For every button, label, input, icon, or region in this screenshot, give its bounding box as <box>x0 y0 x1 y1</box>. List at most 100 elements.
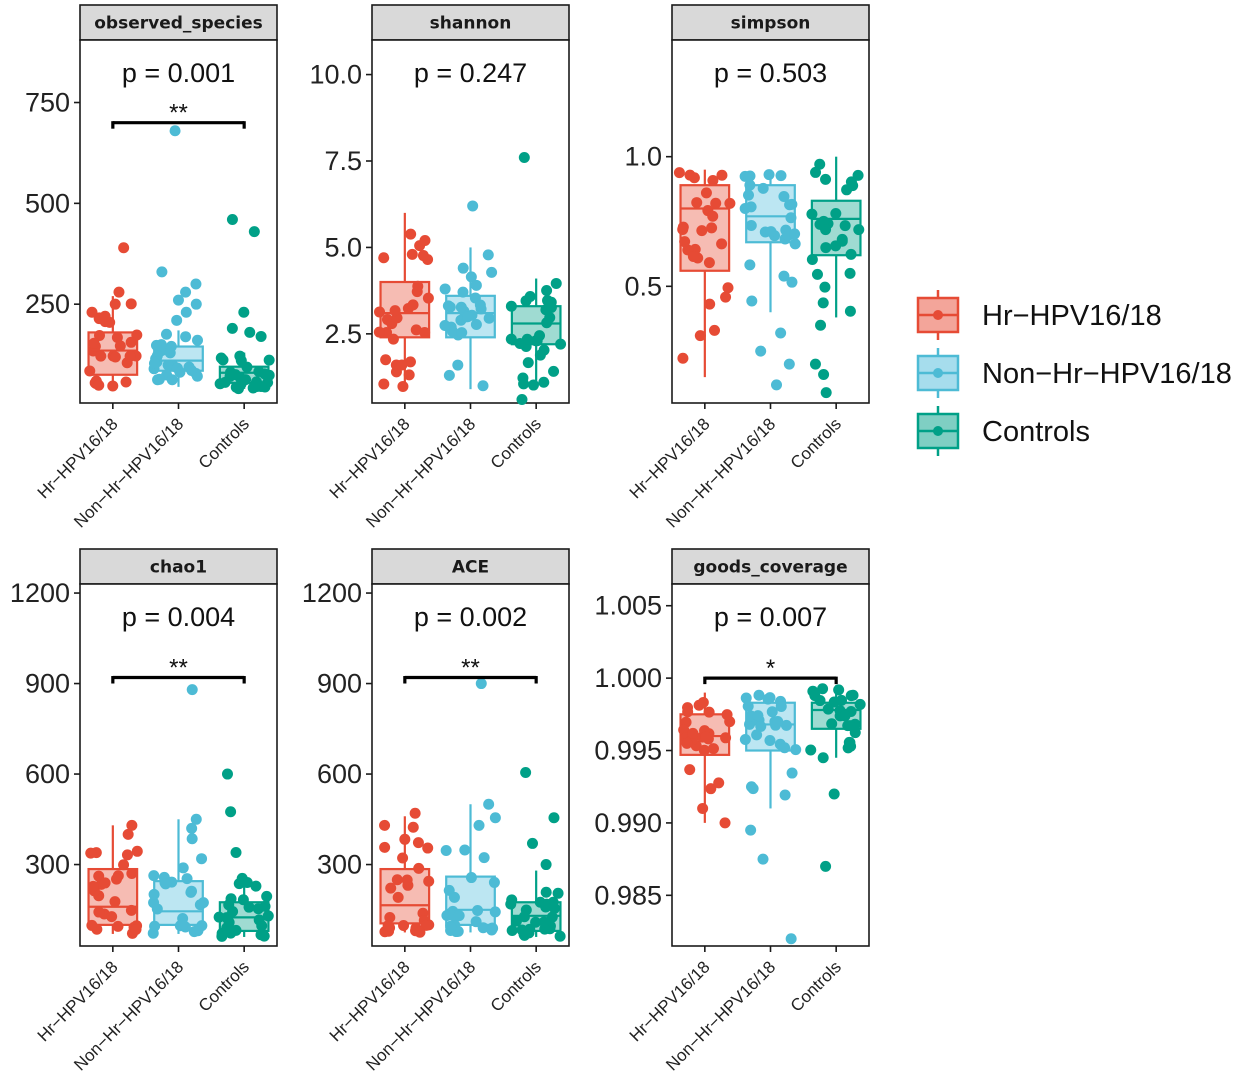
data-point <box>826 718 838 730</box>
data-point <box>114 340 126 352</box>
y-tick-label: 0.995 <box>594 736 662 766</box>
data-point <box>745 220 757 232</box>
data-point <box>775 700 787 712</box>
strip-background <box>79 548 278 585</box>
data-point-outlier <box>783 358 795 370</box>
data-point <box>518 378 530 390</box>
data-point <box>721 709 733 721</box>
data-point <box>482 249 494 261</box>
data-point-outlier <box>757 853 769 865</box>
data-point <box>751 729 763 741</box>
box-1 <box>739 689 802 945</box>
data-point <box>457 286 469 298</box>
data-point <box>453 910 465 922</box>
panel-ace: ACE3006009001200Hr−HPV16/18Non−Hr−HPV16/… <box>302 548 570 1074</box>
data-point <box>530 335 542 347</box>
data-point <box>716 238 728 250</box>
data-point <box>185 886 197 898</box>
data-point <box>681 737 693 749</box>
data-point-outlier <box>180 286 192 298</box>
data-point-outlier <box>99 310 111 322</box>
facet-panels: observed_species250500750Hr−HPV16/18Non−… <box>10 4 870 1074</box>
y-tick-label: 7.5 <box>324 146 362 176</box>
data-point <box>505 300 517 312</box>
data-point-outlier <box>396 359 408 371</box>
data-point <box>397 852 409 864</box>
data-point <box>550 277 562 289</box>
data-point <box>703 706 715 718</box>
legend-item-controls: Controls <box>916 406 1090 456</box>
data-point <box>753 689 765 701</box>
data-point-outlier <box>785 933 797 945</box>
data-point-outlier <box>817 752 829 764</box>
strip-label: goods_coverage <box>693 558 847 578</box>
data-point <box>722 282 734 294</box>
data-point <box>382 920 394 932</box>
y-tick-label: 900 <box>317 669 362 699</box>
data-point-outlier <box>122 828 134 840</box>
data-point <box>779 789 791 801</box>
data-point-outlier <box>538 376 550 388</box>
data-point <box>378 378 390 390</box>
data-point <box>407 821 419 833</box>
data-point <box>488 876 500 888</box>
data-point <box>111 873 123 885</box>
x-tick-label: Non−Hr−HPV16/18 <box>662 414 779 531</box>
data-point <box>446 325 458 337</box>
data-point <box>757 182 769 194</box>
data-point <box>177 862 189 874</box>
data-point <box>786 767 798 779</box>
data-point <box>778 191 790 203</box>
box-2 <box>806 156 865 399</box>
data-point-outlier <box>186 822 198 834</box>
data-point <box>130 923 142 935</box>
data-point <box>844 305 856 317</box>
data-point <box>465 872 477 884</box>
y-tick-label: 0.990 <box>594 808 662 838</box>
data-point <box>148 870 160 882</box>
x-tick-label: Controls <box>195 957 253 1015</box>
legend-item-non-hr-hpv: Non−Hr−HPV16/18 <box>916 348 1232 398</box>
p-value-label: p = 0.247 <box>414 58 527 88</box>
data-point-outlier <box>238 306 250 318</box>
data-point-outlier <box>771 379 783 391</box>
box-1 <box>739 169 801 391</box>
data-point-outlier <box>190 813 202 825</box>
p-value-label: p = 0.004 <box>122 602 235 632</box>
data-point <box>456 327 468 339</box>
data-point-outlier <box>473 819 485 831</box>
data-point <box>373 326 385 338</box>
box-2 <box>505 767 566 942</box>
data-point <box>527 379 539 391</box>
data-point <box>149 920 161 932</box>
data-point <box>120 376 132 388</box>
data-point <box>836 694 848 706</box>
data-point <box>687 727 699 739</box>
data-point <box>707 210 719 222</box>
data-point-outlier <box>467 200 479 212</box>
box-2 <box>805 683 866 872</box>
data-point <box>459 844 471 856</box>
data-point <box>452 359 464 371</box>
data-point <box>442 300 454 312</box>
data-point <box>779 742 791 754</box>
y-tick-label: 1.005 <box>594 591 662 621</box>
y-tick-label: 300 <box>317 850 362 880</box>
y-tick-label: 1200 <box>10 578 70 608</box>
y-tick-label: 900 <box>25 669 70 699</box>
data-point <box>819 281 831 293</box>
data-point <box>522 357 534 369</box>
y-tick-label: 1200 <box>302 578 362 608</box>
data-point <box>822 703 834 715</box>
data-point <box>397 380 409 392</box>
data-point <box>465 271 477 283</box>
data-point <box>744 718 756 730</box>
panel-goods-coverage: goods_coverage0.9850.9900.9951.0001.005H… <box>594 548 870 1074</box>
data-point-outlier <box>255 330 267 342</box>
data-point <box>124 350 136 362</box>
p-value-label: p = 0.503 <box>714 58 827 88</box>
data-point <box>724 197 736 209</box>
data-point <box>707 175 719 187</box>
y-tick-label: 2.5 <box>324 319 362 349</box>
data-point-outlier <box>518 152 530 164</box>
